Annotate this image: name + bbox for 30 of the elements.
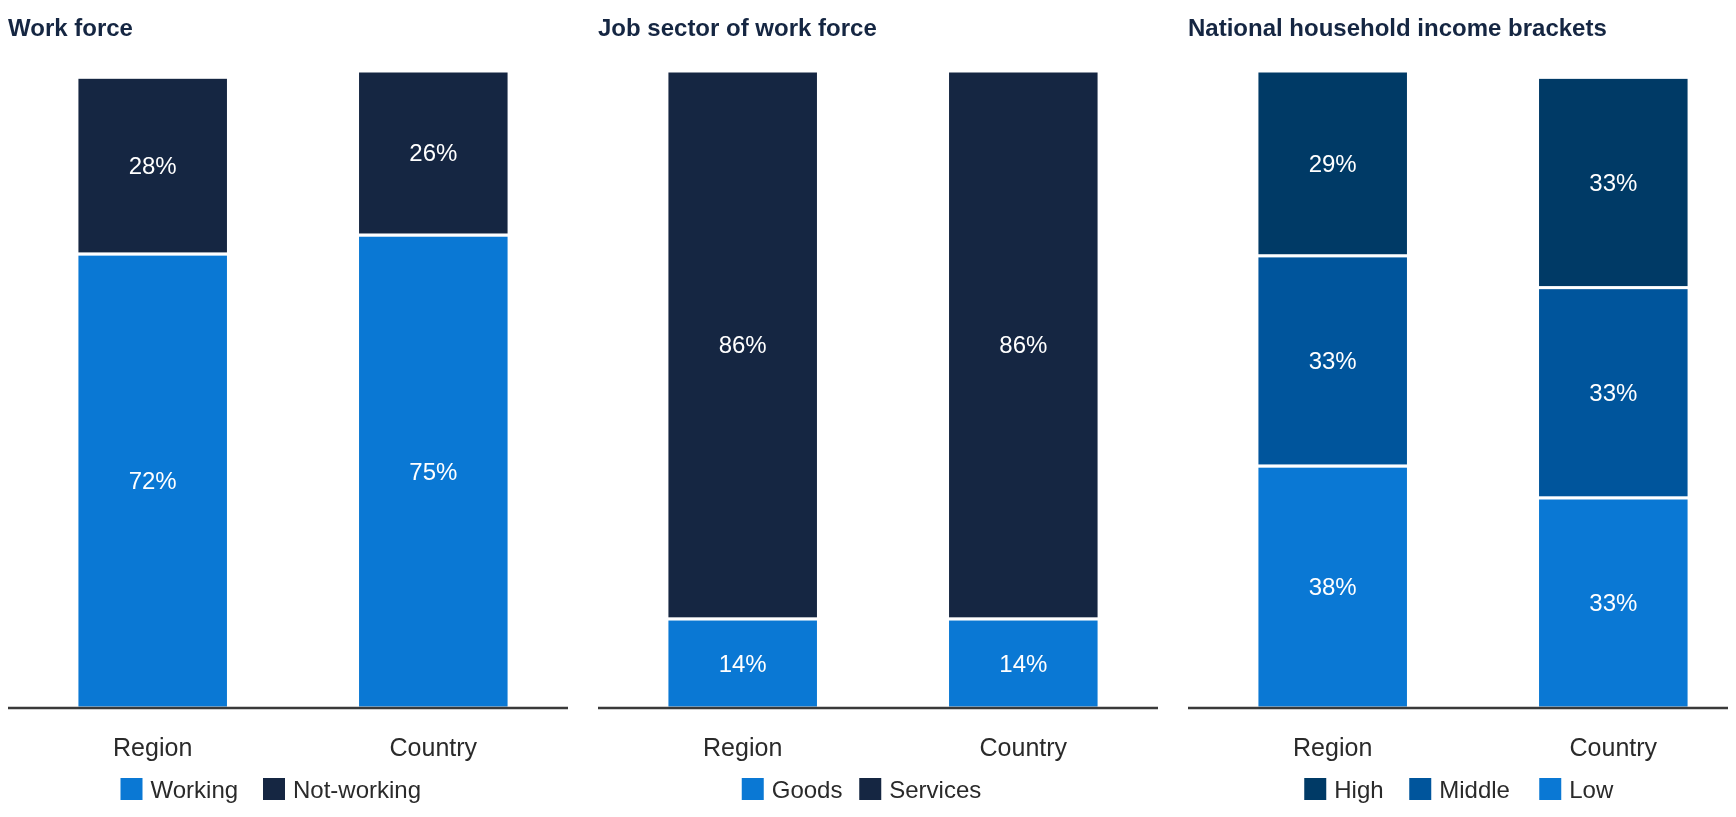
data-label: 75% [409,457,458,485]
chart-title: Job sector of work force [598,14,877,41]
data-label: 33% [1589,379,1638,407]
data-label: 86% [718,331,767,359]
legend-label: Low [1569,776,1614,803]
legend-label: Not-working [293,776,422,803]
legend-label: Middle [1439,776,1510,803]
x-tick-label: Region [1293,733,1373,761]
data-label: 29% [1308,149,1357,177]
legend-label: Working [150,776,239,803]
x-tick-label: Region [113,733,193,761]
data-label: 38% [1308,573,1357,601]
data-label: 33% [1589,168,1638,196]
legend-label: High [1334,776,1384,803]
legend-label: Goods [771,776,843,803]
x-tick-label: Country [979,733,1068,761]
data-label: 33% [1308,347,1357,375]
data-label: 26% [409,139,458,167]
chart-title: National household income brackets [1188,14,1607,41]
x-tick-label: Country [1569,733,1658,761]
x-tick-label: Country [389,733,478,761]
x-tick-label: Region [703,733,783,761]
chart-title: Work force [8,14,133,41]
data-label: 14% [718,649,767,677]
data-label: 28% [128,152,177,179]
data-label: 72% [128,467,177,495]
data-label: 14% [999,649,1048,677]
data-label: 33% [1589,589,1638,617]
legend-label: Services [889,776,982,803]
data-label: 86% [999,331,1048,359]
